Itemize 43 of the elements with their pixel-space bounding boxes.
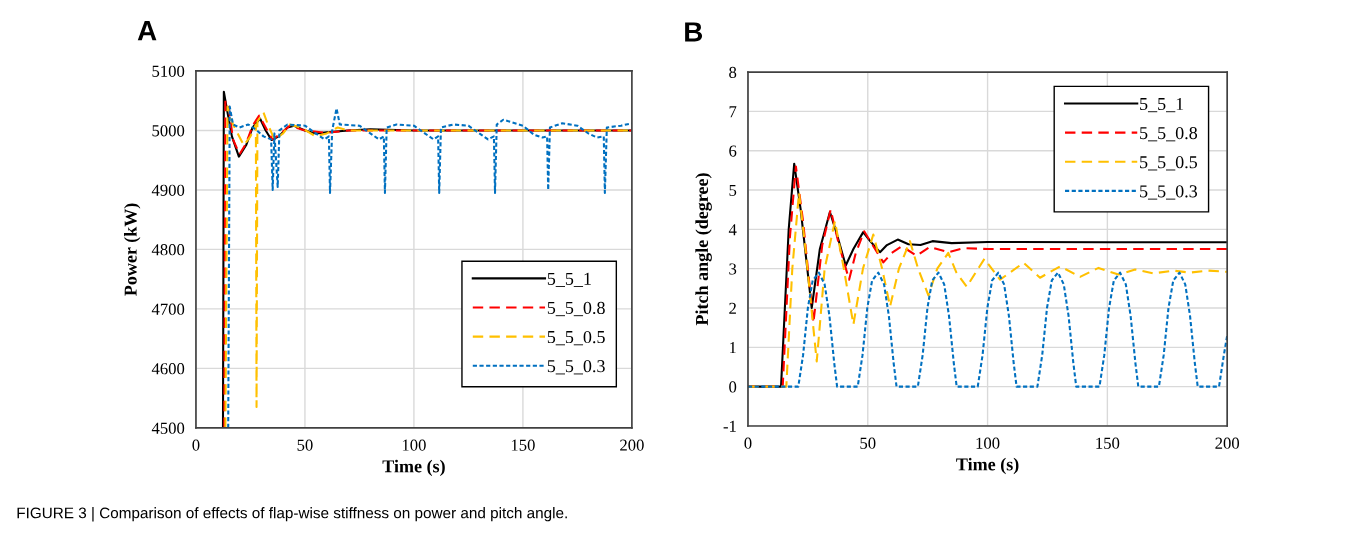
x-tick-label: 0 [192,439,200,451]
x-tick-label: 0 [744,437,752,449]
y-tick-label: 4700 [151,303,185,315]
x-tick-label: 100 [402,439,426,451]
line-series [747,271,1228,388]
y-tick-label: 7 [729,106,737,118]
chart-title: A [137,21,157,41]
y-tick-label: 4900 [151,184,185,196]
caption: FIGURE 3 | Comparison of effects of flap-wise stiffness on power and pitch angle. [17,507,567,522]
y-tick-label: 3 [729,263,737,275]
y-tick-label: 2 [729,302,736,314]
y-tick-label: 5000 [152,125,185,137]
x-tick-label: 200 [620,439,644,451]
y-tick-label: 5 [729,184,737,196]
x-tick-label: 150 [511,439,535,451]
y-tick-label: 5100 [152,65,185,77]
legend-label: 5_5_1 [547,272,591,288]
x-tick-label: 200 [1215,437,1240,449]
y-tick-label: 8 [729,66,737,78]
y-tick-label: 4500 [151,422,185,434]
legend-label: 5_5_0.5 [1140,156,1198,171]
legend-label: 5_5_0.5 [547,330,605,346]
legend-label: 5_5_0.8 [547,301,605,317]
x-tick-label: 50 [297,439,313,451]
x-axis-title: Time (s) [956,457,1019,475]
x-tick-label: 100 [976,437,1000,449]
legend-label: 5_5_1 [1140,97,1184,113]
legend-label: 5_5_0.3 [547,360,605,375]
y-tick-label: 4 [728,224,737,236]
y-axis-title: Power (kW) [124,203,141,296]
y-tick-label: -1 [723,420,736,432]
x-axis-title: Time (s) [382,459,445,477]
x-tick-label: 150 [1096,437,1120,449]
y-tick-label: 4800 [151,244,185,256]
y-tick-label: 6 [729,145,737,157]
x-tick-label: 50 [860,437,876,449]
legend-label: 5_5_0.3 [1140,185,1198,200]
y-tick-label: 4600 [151,363,185,375]
chart-title: B [685,22,703,42]
y-tick-label: 0 [729,381,737,393]
y-axis-title: Pitch angle (degree) [695,173,712,326]
y-tick-label: 1 [729,342,736,354]
legend-label: 5_5_0.8 [1140,126,1198,142]
